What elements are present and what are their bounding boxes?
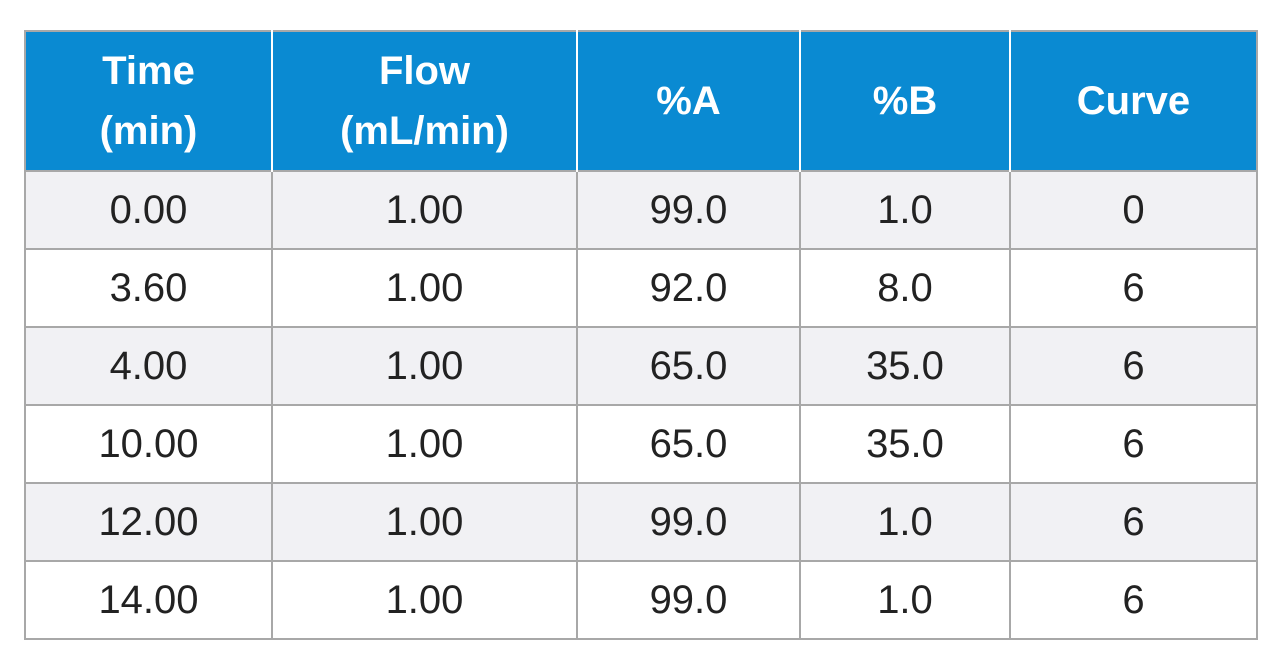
header-cell: Flow (mL/min) [271,31,577,171]
header-row: Time (min) Flow (mL/min) %A %B Curve [24,31,1258,171]
table-cell: 1.00 [271,248,578,328]
header-cell: Curve [1009,31,1258,171]
table-cell: 99.0 [576,170,801,250]
table-cell: 1.00 [271,326,578,406]
table-cell: 6 [1009,482,1258,562]
header-text: Time [102,49,195,93]
table-cell: 1.0 [799,482,1011,562]
table-cell: 65.0 [576,404,801,484]
table-cell: 99.0 [576,482,801,562]
table-row: 4.00 1.00 65.0 35.0 6 [24,326,1258,406]
table-cell: 0.00 [24,170,273,250]
table-cell: 1.00 [271,404,578,484]
header-text: (mL/min) [340,109,509,153]
table-row: 12.00 1.00 99.0 1.0 6 [24,482,1258,562]
table-cell: 8.0 [799,248,1011,328]
header-cell: %A [576,31,800,171]
table-row: 10.00 1.00 65.0 35.0 6 [24,404,1258,484]
table-cell: 1.00 [271,170,578,250]
table-cell: 12.00 [24,482,273,562]
header-text: (min) [99,109,198,153]
table-cell: 1.00 [271,560,578,640]
table-cell: 1.0 [799,170,1011,250]
table-cell: 0 [1009,170,1258,250]
header-text: Curve [1076,79,1191,123]
header-text: %A [656,79,721,123]
table-cell: 92.0 [576,248,801,328]
table-row: 3.60 1.00 92.0 8.0 6 [24,248,1258,328]
table-cell: 1.0 [799,560,1011,640]
table-cell: 35.0 [799,404,1011,484]
table-cell: 3.60 [24,248,273,328]
header-cell: %B [799,31,1010,171]
table-body: 0.00 1.00 99.0 1.0 0 3.60 1.00 92.0 8.0 6 4.00 1.00… [24,170,1258,640]
table-cell: 10.00 [24,404,273,484]
header-text: %B [872,79,938,123]
gradient-table: Time (min) Flow (mL/min) %A %B Curve 0.00 1.00 9… [24,30,1258,640]
table-cell: 6 [1009,248,1258,328]
table-cell: 14.00 [24,560,273,640]
table-cell: 6 [1009,326,1258,406]
table-cell: 99.0 [576,560,801,640]
table-cell: 6 [1009,560,1258,640]
header-text: Flow [378,49,471,93]
table-row: 14.00 1.00 99.0 1.0 6 [24,560,1258,640]
table-cell: 65.0 [576,326,801,406]
table-cell: 6 [1009,404,1258,484]
table-header: Time (min) Flow (mL/min) %A %B Curve [24,31,1258,171]
table-row: 0.00 1.00 99.0 1.0 0 [24,170,1258,250]
table-cell: 1.00 [271,482,578,562]
table-cell: 4.00 [24,326,273,406]
table-cell: 35.0 [799,326,1011,406]
header-cell: Time (min) [24,31,272,171]
